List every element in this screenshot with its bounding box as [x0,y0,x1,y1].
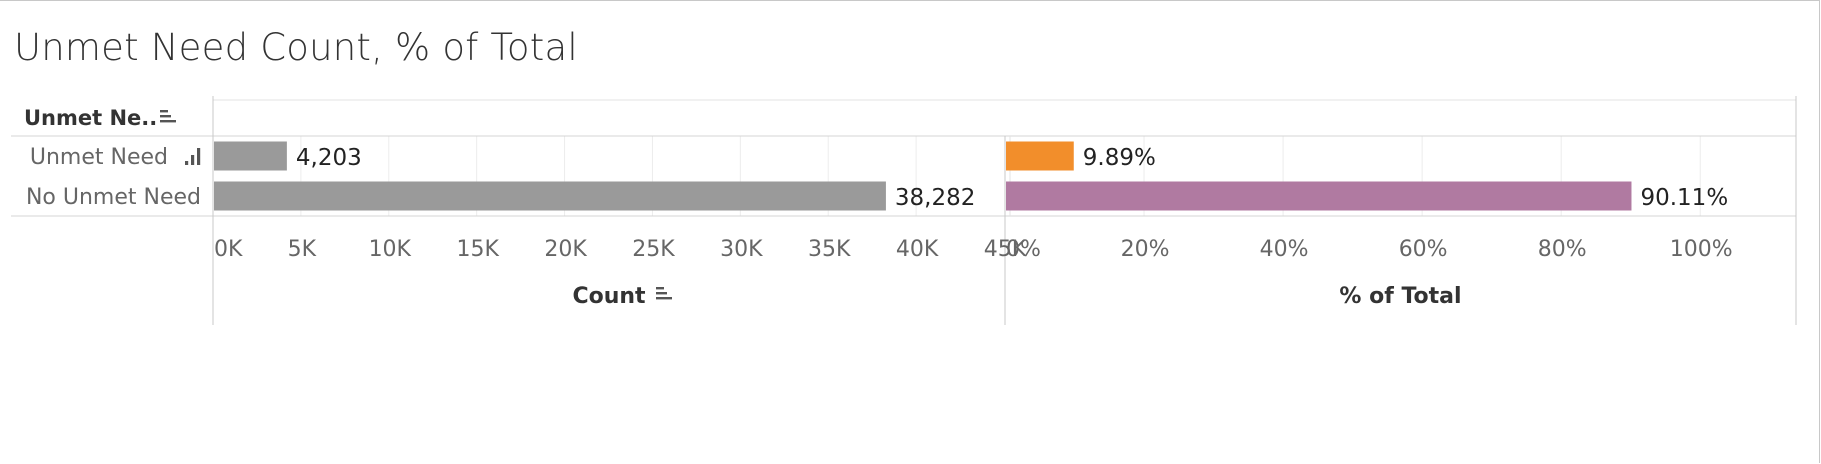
tick-label: 100% [1670,237,1733,262]
sort-descending-icon [160,110,176,123]
labels: Unmet Ne.. Unmet Need No Unmet Need 4,203 38… [24,106,1733,309]
tick-label: 80% [1538,237,1587,262]
bar [1006,181,1632,211]
axis-title: Count [572,284,646,309]
row-header-label: Unmet Ne.. [24,106,157,130]
tick-label: 20K [544,237,587,262]
tick-label: 60% [1399,237,1448,262]
tick-label: 0% [1006,237,1041,262]
bar [214,181,886,211]
data-label: 9.89% [1083,145,1156,171]
data-label: 38,282 [895,185,975,211]
sort-descending-icon [656,287,672,300]
tick-label: 15K [456,237,499,262]
tick-label: 20% [1121,237,1170,262]
category-label: Unmet Need [30,145,168,170]
bars [214,141,1632,211]
tick-label: 0K [214,237,243,262]
tick-label: 45K [984,237,1027,262]
tick-label: 40K [896,237,939,262]
chart-title: Unmet Need Count, % of Total [14,26,578,69]
tick-label: 35K [808,237,851,262]
bar [214,141,287,171]
data-label: 90.11% [1640,185,1728,211]
tick-label: 30K [720,237,763,262]
category-label: No Unmet Need [26,185,201,210]
tick-label: 5K [288,237,317,262]
bar [1006,141,1074,171]
tick-label: 40% [1260,237,1309,262]
bar-sort-icon [185,148,201,165]
axis-title: % of Total [1339,284,1461,309]
tick-label: 25K [632,237,675,262]
data-label: 4,203 [296,145,362,171]
tick-label: 10K [369,237,412,262]
